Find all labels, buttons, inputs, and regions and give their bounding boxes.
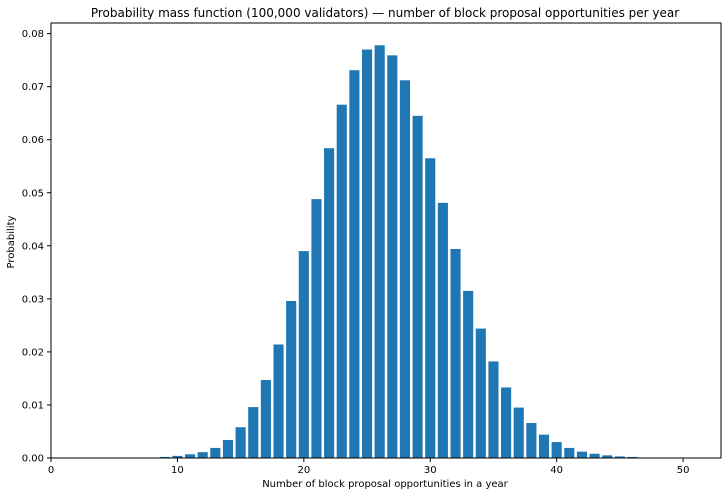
x-axis-label: Number of block proposal opportunities i…	[262, 479, 508, 490]
x-tick-label: 40	[550, 465, 563, 476]
y-tick-label: 0.06	[22, 135, 44, 146]
y-tick-label: 0.03	[22, 294, 44, 305]
bar-34	[475, 328, 486, 458]
bar-14	[222, 439, 234, 458]
y-tick-label: 0.01	[22, 400, 44, 411]
bar-26	[374, 45, 385, 458]
bar-37	[513, 407, 524, 458]
bar-27	[387, 55, 398, 459]
bar-41	[564, 447, 575, 458]
bar-12	[197, 452, 208, 458]
x-tick-label: 50	[677, 465, 690, 476]
bar-24	[349, 70, 360, 459]
bar-32	[450, 248, 461, 458]
y-axis-ticks: 0.00 0.01 0.02 0.03 0.04 0.05 0.06 0.07 0.08	[22, 29, 51, 465]
bar-28	[399, 80, 411, 458]
bar-23	[336, 104, 347, 458]
bar-11	[185, 454, 196, 458]
x-tick-label: 30	[424, 465, 437, 476]
y-tick-label: 0.05	[22, 188, 44, 199]
bar-25	[361, 49, 373, 459]
bar-30	[425, 158, 436, 458]
bar-39	[538, 434, 550, 458]
y-tick-label: 0.04	[22, 241, 44, 252]
bar-18	[273, 344, 284, 458]
bar-42	[576, 451, 587, 458]
bar-21	[311, 199, 322, 458]
bar-31	[437, 202, 448, 458]
x-tick-label: 0	[48, 465, 54, 476]
bar-9	[159, 456, 170, 458]
x-tick-label: 20	[297, 465, 310, 476]
bar-17	[260, 380, 271, 458]
bar-16	[248, 407, 259, 458]
chart-title: Probability mass function (100,000 valid…	[91, 6, 679, 20]
x-tick-label: 10	[171, 465, 184, 476]
bar-36	[501, 387, 512, 458]
y-tick-label: 0.00	[22, 454, 44, 465]
y-tick-label: 0.02	[22, 347, 44, 358]
y-tick-label: 0.07	[22, 82, 44, 93]
bar-22	[324, 148, 335, 458]
bar-10	[172, 455, 183, 458]
bar-40	[551, 442, 562, 458]
y-tick-label: 0.08	[22, 29, 44, 40]
bar-29	[412, 115, 423, 458]
bar-19	[286, 300, 297, 458]
bar-38	[526, 422, 537, 458]
bars-group	[159, 45, 651, 459]
y-axis-label: Probability	[6, 215, 17, 268]
bar-43	[589, 453, 600, 458]
bar-15	[235, 427, 246, 458]
bar-45	[614, 456, 625, 458]
bar-44	[602, 455, 613, 458]
bar-20	[298, 251, 309, 458]
bar-46	[627, 456, 638, 458]
bar-35	[488, 361, 499, 458]
x-axis-ticks: 0 10 20 30 40 50	[48, 458, 690, 476]
bar-13	[210, 447, 221, 458]
bar-33	[463, 290, 474, 458]
plot-frame	[50, 22, 722, 459]
